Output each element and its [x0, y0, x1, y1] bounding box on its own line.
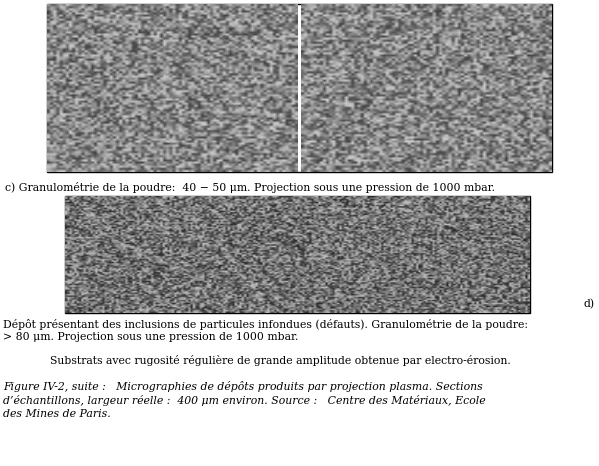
Text: d’échantillons, largeur réelle :  400 μm environ. Source :   Centre des Matériau: d’échantillons, largeur réelle : 400 μm …	[3, 395, 486, 406]
Text: des Mines de Paris.: des Mines de Paris.	[3, 409, 111, 419]
Text: Substrats avec rugosité régulière de grande amplitude obtenue par electro-érosio: Substrats avec rugosité régulière de gra…	[50, 355, 511, 366]
Bar	[47, 4, 552, 172]
Text: d): d)	[584, 299, 595, 309]
Text: Dépôt présentant des inclusions de particules infondues (défauts). Granulométrie: Dépôt présentant des inclusions de parti…	[3, 319, 528, 330]
Bar	[65, 196, 530, 313]
Text: > 80 μm. Projection sous une pression de 1000 mbar.: > 80 μm. Projection sous une pression de…	[3, 332, 298, 342]
Text: Figure IV-2, suite :   Micrographies de dépôts produits par projection plasma. S: Figure IV-2, suite : Micrographies de dé…	[3, 381, 483, 392]
Text: c) Granulométrie de la poudre:  40 − 50 μm. Projection sous une pression de 1000: c) Granulométrie de la poudre: 40 − 50 μ…	[5, 182, 495, 193]
